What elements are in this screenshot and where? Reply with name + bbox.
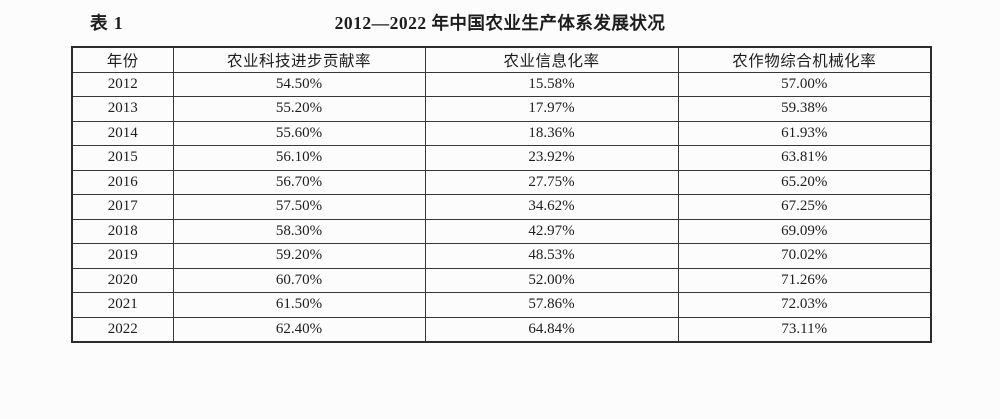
source-note-line-1: 数据来源:中国人民共和国农业农村部,http://zdscxx.moa.gov.… [8,416,992,419]
source-note: 数据来源:中国人民共和国农业农村部,http://zdscxx.moa.gov.… [8,357,992,419]
value-cell: 59.38% [677,96,932,122]
table-row: 2018 58.30% 42.97% 69.09% [71,218,932,244]
year-cell: 2021 [71,292,174,318]
value-cell: 17.97% [424,96,679,122]
value-cell: 27.75% [424,169,679,195]
value-cell: 72.03% [677,292,932,318]
value-cell: 60.70% [172,267,426,293]
table-row: 2015 56.10% 23.92% 63.81% [71,145,932,171]
table-row: 2020 60.70% 52.00% 71.26% [71,267,932,293]
year-cell: 2018 [71,218,174,244]
value-cell: 56.70% [172,169,426,195]
data-table: 年份 农业科技进步贡献率 农业信息化率 农作物综合机械化率 2012 54.50% 15.… [71,46,932,343]
value-cell: 54.50% [172,71,426,97]
value-cell: 34.62% [424,194,679,220]
table-row: 2014 55.60% 18.36% 61.93% [71,120,932,146]
value-cell: 23.92% [424,145,679,171]
year-cell: 2020 [71,267,174,293]
value-cell: 71.26% [677,267,932,293]
value-cell: 58.30% [172,218,426,244]
table-title: 2012—2022 年中国农业生产体系发展状况 [334,13,666,33]
value-cell: 55.20% [172,96,426,122]
table-row: 2012 54.50% 15.58% 57.00% [71,71,932,97]
year-cell: 2017 [71,194,174,220]
column-header-1: 农业科技进步贡献率 [172,46,426,73]
table-header: 年份 农业科技进步贡献率 农业信息化率 农作物综合机械化率 [71,46,932,73]
table-body: 2012 54.50% 15.58% 57.00% 2013 55.20% 17.97% 59… [71,71,932,342]
value-cell: 67.25% [677,194,932,220]
value-cell: 64.84% [424,316,679,342]
table-number-label: 表 1 [90,13,124,33]
value-cell: 69.09% [677,218,932,244]
table-header-row: 年份 农业科技进步贡献率 农业信息化率 农作物综合机械化率 [71,46,932,73]
value-cell: 57.00% [677,71,932,97]
year-cell: 2022 [71,316,174,342]
value-cell: 59.20% [172,243,426,269]
table-row: 2017 57.50% 34.62% 67.25% [71,194,932,220]
value-cell: 52.00% [424,267,679,293]
column-header-2: 农业信息化率 [424,46,679,73]
value-cell: 63.81% [677,145,932,171]
table-caption: 表 1 2012—2022 年中国农业生产体系发展状况 [0,12,1000,34]
value-cell: 65.20% [677,169,932,195]
table-row: 2021 61.50% 57.86% 72.03% [71,292,932,318]
table-row: 2016 56.70% 27.75% 65.20% [71,169,932,195]
year-cell: 2016 [71,169,174,195]
column-header-3: 农作物综合机械化率 [677,46,932,73]
year-cell: 2014 [71,120,174,146]
table-row: 2019 59.20% 48.53% 70.02% [71,243,932,269]
value-cell: 18.36% [424,120,679,146]
year-cell: 2012 [71,71,174,97]
table-row: 2013 55.20% 17.97% 59.38% [71,96,932,122]
year-cell: 2015 [71,145,174,171]
value-cell: 57.50% [172,194,426,220]
value-cell: 61.50% [172,292,426,318]
value-cell: 61.93% [677,120,932,146]
value-cell: 15.58% [424,71,679,97]
value-cell: 55.60% [172,120,426,146]
value-cell: 62.40% [172,316,426,342]
year-cell: 2013 [71,96,174,122]
value-cell: 70.02% [677,243,932,269]
value-cell: 42.97% [424,218,679,244]
value-cell: 56.10% [172,145,426,171]
value-cell: 57.86% [424,292,679,318]
column-header-0: 年份 [71,46,174,73]
table-row: 2022 62.40% 64.84% 73.11% [71,316,932,342]
value-cell: 73.11% [677,316,932,342]
value-cell: 48.53% [424,243,679,269]
year-cell: 2019 [71,243,174,269]
